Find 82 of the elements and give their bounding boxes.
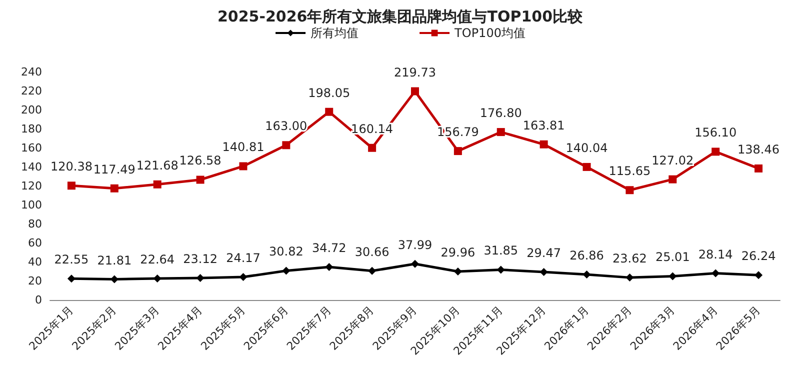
y-tick-label: 40 <box>28 256 42 268</box>
y-tick-label: 200 <box>21 104 42 116</box>
point <box>454 147 462 156</box>
chart-title: 2025-2026年所有文旅集团品牌均值与TOP100比较 <box>217 8 584 26</box>
point <box>196 176 204 184</box>
point <box>754 164 763 172</box>
data-label: 34.72 <box>312 241 346 256</box>
y-tick-label: 240 <box>21 66 42 78</box>
legend-label: TOP100均值 <box>454 26 526 40</box>
point <box>754 271 763 280</box>
data-label: 21.81 <box>97 253 132 268</box>
y-tick-label: 100 <box>21 198 42 212</box>
point <box>239 273 248 282</box>
point <box>368 144 376 152</box>
point <box>540 140 548 148</box>
data-label: 115.65 <box>608 164 651 178</box>
y-tick-label: 120 <box>21 180 42 192</box>
data-label: 29.47 <box>526 246 562 260</box>
point <box>668 272 677 280</box>
point <box>582 162 591 171</box>
point <box>668 175 677 184</box>
y-tick-label: 220 <box>21 84 42 98</box>
point <box>110 184 118 192</box>
data-label: 121.68 <box>136 158 178 172</box>
data-label: 156.10 <box>694 126 737 140</box>
y-tick-label: 180 <box>21 122 42 136</box>
y-tick-label: 80 <box>28 218 42 230</box>
data-label: 163.00 <box>265 119 308 134</box>
data-label: 31.85 <box>484 244 518 258</box>
data-label: 22.64 <box>140 252 175 266</box>
y-tick-label: 140 <box>21 160 42 174</box>
data-label: 127.02 <box>652 153 694 168</box>
y-tick-label: 160 <box>21 142 42 154</box>
data-label: 26.24 <box>741 249 776 264</box>
y-tick-label: 0 <box>35 294 42 306</box>
data-label: 37.99 <box>398 238 432 252</box>
data-label: 23.62 <box>612 252 647 266</box>
data-label: 198.05 <box>308 86 350 100</box>
data-label: 22.55 <box>54 252 89 267</box>
data-label: 26.86 <box>570 248 604 262</box>
point <box>712 269 720 278</box>
point <box>282 266 290 275</box>
point <box>411 87 419 96</box>
data-label: 25.01 <box>655 250 690 264</box>
point <box>196 274 204 282</box>
data-label: 140.04 <box>566 140 608 155</box>
data-label: 120.38 <box>50 160 92 174</box>
data-label: 138.46 <box>738 142 780 156</box>
data-label: 176.80 <box>480 106 522 120</box>
data-label: 117.49 <box>93 162 136 176</box>
point <box>325 263 334 272</box>
y-tick-label: 20 <box>28 274 42 288</box>
legend-label: 所有均值 <box>310 26 359 40</box>
point <box>540 268 548 276</box>
data-label: 126.58 <box>179 154 222 168</box>
data-label: 30.66 <box>354 244 390 259</box>
data-label: 28.14 <box>698 247 733 262</box>
point <box>454 268 462 276</box>
data-label: 24.17 <box>226 251 260 266</box>
data-label: 30.82 <box>268 244 304 259</box>
point <box>153 274 162 282</box>
point <box>67 274 76 283</box>
data-label: 23.12 <box>183 252 218 266</box>
point <box>582 270 591 278</box>
point <box>496 128 505 136</box>
point <box>325 108 334 116</box>
point <box>282 141 290 150</box>
point <box>626 186 634 194</box>
data-label: 29.96 <box>440 246 476 260</box>
point <box>411 260 419 268</box>
point <box>153 180 162 188</box>
point <box>239 162 248 170</box>
point <box>712 148 720 156</box>
y-tick-label: 60 <box>28 236 42 250</box>
point <box>496 266 505 274</box>
point <box>368 266 376 275</box>
data-label: 219.73 <box>394 65 436 80</box>
data-label: 163.81 <box>522 118 565 132</box>
point <box>110 275 118 284</box>
point <box>626 274 634 282</box>
point <box>67 182 76 190</box>
data-label: 140.81 <box>222 140 264 154</box>
